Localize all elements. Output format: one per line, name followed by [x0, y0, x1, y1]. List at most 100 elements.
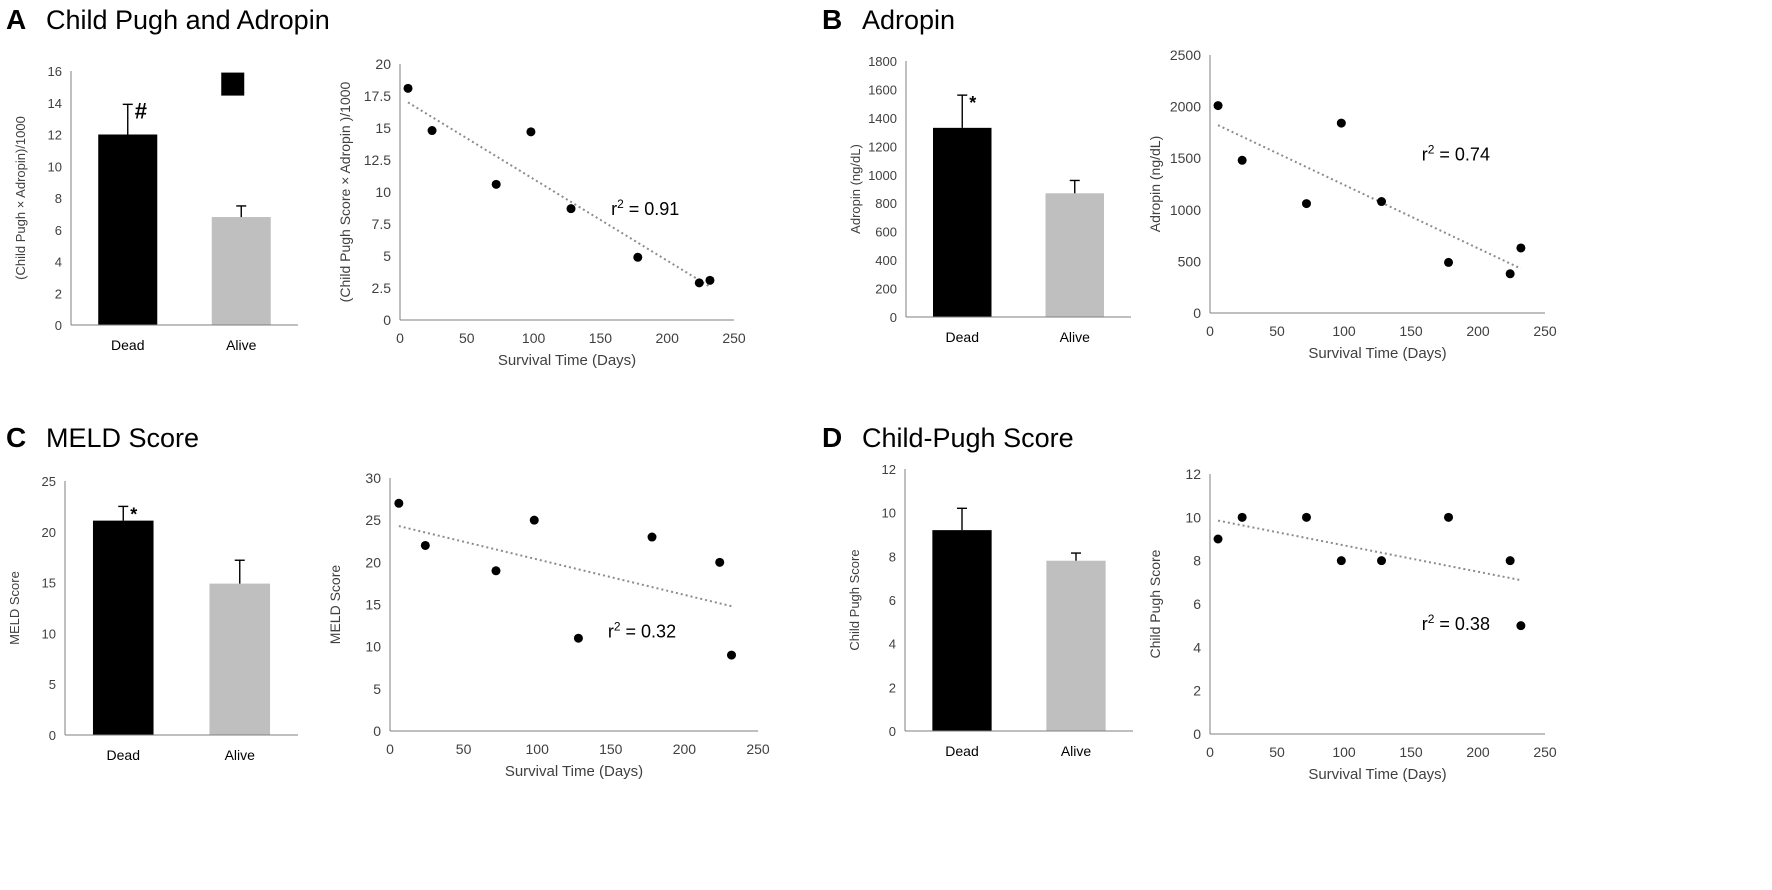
x-category-label: Dead — [107, 747, 140, 763]
chart-a-bar: 0 2 4 6 8 10 12 14 16 (Child Pugh × Adropin)/1000… — [13, 64, 298, 353]
x-tick-label: 100 — [526, 741, 550, 757]
x-tick-label: 150 — [1399, 744, 1423, 760]
x-category-label: Dead — [945, 743, 978, 759]
data-point — [1444, 257, 1454, 267]
x-tick-label: 0 — [1206, 323, 1214, 339]
y-tick-label: 0 — [49, 728, 56, 743]
data-point — [715, 557, 725, 567]
data-point — [1336, 118, 1346, 128]
x-tick-label: 0 — [396, 330, 404, 346]
x-tick-label: 250 — [1533, 323, 1557, 339]
bar-alive — [1046, 560, 1106, 731]
x-axis-label: Survival Time (Days) — [1308, 766, 1446, 783]
y-tick-label: 0 — [373, 723, 381, 739]
y-tick-label: 7.5 — [372, 216, 392, 232]
y-tick-label: 12 — [48, 128, 62, 143]
trendline — [1217, 519, 1522, 582]
bar-alive — [209, 583, 271, 735]
x-category-label: Alive — [225, 747, 256, 763]
y-tick-label: 25 — [42, 474, 56, 489]
data-point — [573, 633, 583, 643]
x-tick-label: 200 — [1466, 744, 1490, 760]
x-tick-label: 200 — [656, 330, 680, 346]
y-tick-label: 2000 — [1170, 99, 1201, 115]
data-point — [526, 127, 536, 137]
panel-letter: C — [6, 422, 27, 453]
y-tick-label: 12 — [1185, 466, 1201, 482]
x-tick-label: 100 — [1332, 744, 1356, 760]
y-tick-label: 10 — [365, 639, 381, 655]
data-point — [1505, 269, 1515, 279]
y-tick-label: 400 — [875, 253, 897, 268]
chart-c-bar: 0 5 10 15 20 25 MELD Score * Dead Alive — [7, 474, 298, 763]
y-tick-label: 10 — [882, 506, 896, 521]
y-tick-label: 0 — [1193, 305, 1201, 321]
trendline — [1217, 124, 1522, 270]
y-tick-label: 1600 — [868, 82, 897, 97]
data-point — [1516, 243, 1526, 253]
y-tick-label: 0 — [55, 318, 62, 333]
chart-b-bar: 0 200 400 600 800 1000 1200 1400 1600 1800 Adropin… — [848, 54, 1131, 345]
panel-header-d: D Child-Pugh Score — [822, 420, 1074, 456]
y-axis-label: MELD Score — [7, 571, 22, 645]
r-squared-annotation: r2 = 0.32 — [608, 619, 676, 641]
panel-title: Child Pugh and Adropin — [46, 4, 330, 35]
x-tick-label: 100 — [522, 330, 546, 346]
panel-title: Child-Pugh Score — [862, 422, 1074, 453]
y-tick-label: 600 — [875, 225, 897, 240]
y-tick-label: 0 — [889, 724, 896, 739]
y-tick-label: 0 — [383, 312, 391, 328]
panel-title: Adropin — [862, 4, 956, 35]
y-tick-label: 25 — [365, 512, 381, 528]
bar-alive — [1045, 193, 1104, 317]
y-tick-label: 1500 — [1170, 150, 1201, 166]
data-point — [1237, 155, 1247, 165]
chart-a-scatter: 0 2.5 5 7.5 10 12.5 15 17.5 20 (Child Pugh Score … — [337, 56, 746, 369]
data-point — [727, 650, 737, 660]
x-tick-label: 150 — [589, 330, 613, 346]
y-tick-label: 4 — [889, 637, 896, 652]
x-tick-label: 50 — [456, 741, 472, 757]
data-point — [705, 275, 715, 285]
data-point — [1237, 512, 1247, 522]
data-point — [1516, 621, 1526, 631]
x-category-label: Alive — [1061, 743, 1092, 759]
significance-marker: # — [135, 98, 147, 123]
data-point — [1377, 197, 1387, 207]
y-tick-label: 1000 — [868, 168, 897, 183]
y-tick-label: 15 — [42, 576, 56, 591]
data-point — [694, 278, 704, 288]
y-tick-label: 0 — [1193, 726, 1201, 742]
y-axis-label: (Child Pugh Score × Adropin )/1000 — [337, 81, 353, 302]
y-tick-label: 8 — [1193, 553, 1201, 569]
significance-marker: * — [130, 504, 137, 524]
y-tick-label: 6 — [55, 223, 62, 238]
x-tick-label: 50 — [459, 330, 475, 346]
data-point — [1505, 556, 1515, 566]
data-point — [633, 252, 643, 262]
x-category-label: Dead — [111, 337, 144, 353]
data-point — [1377, 556, 1387, 566]
legend-marker — [221, 72, 245, 96]
y-axis-label: Adropin (ng/dL) — [848, 144, 863, 234]
data-point — [566, 204, 576, 214]
panel-title: MELD Score — [46, 422, 200, 453]
y-axis-label: Child Pugh Score — [1147, 549, 1163, 658]
y-tick-label: 5 — [49, 677, 56, 692]
x-tick-label: 200 — [1466, 323, 1490, 339]
y-tick-label: 30 — [365, 470, 381, 486]
x-tick-label: 150 — [599, 741, 623, 757]
data-point — [647, 532, 657, 542]
data-point — [1336, 556, 1346, 566]
r-squared-annotation: r2 = 0.38 — [1422, 612, 1490, 634]
bar-alive — [211, 217, 271, 325]
trendline — [407, 101, 711, 288]
y-tick-label: 2 — [889, 680, 896, 695]
y-tick-label: 20 — [42, 525, 56, 540]
data-point — [491, 179, 501, 189]
chart-c-scatter: 0 5 10 15 20 25 30 MELD Score 0 50 100 150 200 250 Sur… — [327, 470, 770, 780]
x-tick-label: 0 — [1206, 744, 1214, 760]
y-tick-label: 1000 — [1170, 202, 1201, 218]
x-tick-label: 0 — [386, 741, 394, 757]
